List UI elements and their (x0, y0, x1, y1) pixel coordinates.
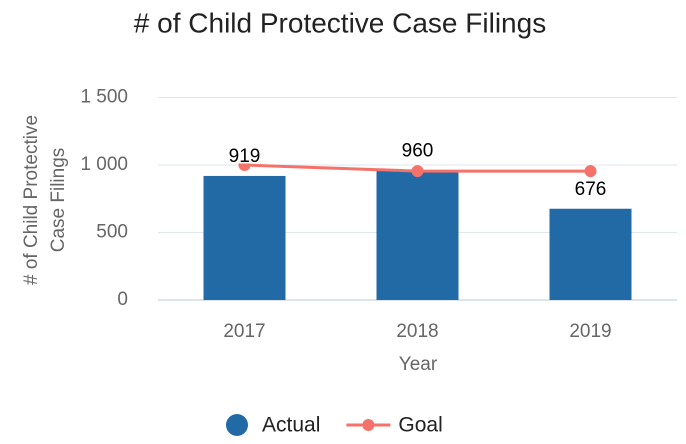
y-tick-label: 1 500 (80, 87, 128, 108)
x-axis-title: Year (399, 354, 438, 375)
x-tick-label: 2018 (396, 321, 438, 342)
y-tick-label: 500 (96, 222, 128, 243)
x-tick-label: 2017 (223, 321, 265, 342)
data-label: 676 (575, 179, 607, 200)
legend-label: Actual (262, 414, 320, 437)
bar (549, 208, 632, 300)
legend-label: Goal (398, 414, 442, 437)
data-label: 960 (402, 140, 434, 161)
legend-swatch (362, 419, 375, 431)
y-tick-label: 0 (117, 289, 128, 310)
bar (203, 175, 286, 300)
goal-point (238, 159, 251, 171)
y-axis-title-line: Case Filings (48, 148, 69, 253)
goal-point (584, 165, 597, 178)
y-tick-label: 1 000 (80, 154, 128, 175)
y-axis-title: # of Child Protective Case Filings (21, 115, 69, 285)
bar (376, 170, 459, 300)
y-axis-title-line: # of Child Protective (21, 115, 42, 285)
goal-point (411, 165, 424, 178)
chart-title: # of Child Protective Case Filings (134, 7, 546, 38)
x-tick-label: 2019 (569, 321, 611, 342)
data-label: 919 (229, 146, 261, 167)
legend-swatch (226, 414, 248, 436)
